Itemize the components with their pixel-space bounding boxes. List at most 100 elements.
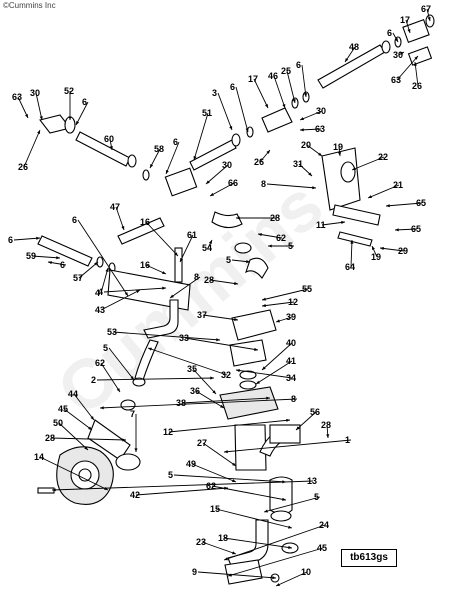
leader-arrowhead: [300, 117, 304, 121]
callout-label: 19: [371, 252, 381, 262]
callout-label: 16: [140, 260, 150, 270]
leader-line: [275, 571, 308, 587]
callout-label: 62: [206, 481, 216, 491]
leader-arrowhead: [232, 551, 236, 555]
leader-line: [100, 267, 109, 294]
leader-arrowhead: [220, 404, 224, 408]
leader-line: [112, 331, 221, 341]
leader-arrowhead: [296, 426, 300, 430]
leader-arrowhead: [193, 156, 197, 160]
callout-label: 40: [286, 338, 296, 348]
leader-arrowhead: [210, 376, 214, 380]
lower-elbow-assembly: [224, 476, 299, 585]
leader-arrowhead: [341, 220, 345, 225]
callout-label: 26: [18, 162, 28, 172]
leader-arrowhead: [48, 261, 52, 265]
callout-label: 28: [321, 420, 331, 430]
leader-line: [223, 537, 293, 549]
callout-label: 5: [314, 492, 319, 502]
leader-arrowhead: [206, 180, 210, 184]
leader-arrowhead: [372, 246, 375, 250]
leader-arrowhead: [400, 52, 404, 56]
leader-arrowhead: [25, 114, 28, 118]
callout-label: 5: [226, 255, 231, 265]
leader-arrowhead: [245, 128, 249, 132]
callout-label: 11: [316, 220, 326, 230]
leader-line: [263, 496, 321, 513]
leader-arrowhead: [90, 416, 94, 420]
leader-arrowhead: [100, 406, 104, 410]
leader-arrowhead: [386, 204, 390, 208]
leader-arrowhead: [303, 93, 308, 97]
leader-arrowhead: [254, 347, 258, 351]
callout-label: 54: [202, 243, 212, 253]
leader-line: [235, 86, 249, 133]
leader-line: [23, 129, 41, 168]
leader-line: [17, 96, 29, 119]
callout-label: 58: [154, 144, 164, 154]
leader-arrowhead: [288, 525, 292, 529]
callout-label: 28: [204, 275, 214, 285]
callout-label: 6: [8, 235, 13, 245]
leader-arrowhead: [292, 99, 296, 103]
leader-line: [351, 156, 385, 171]
leader-arrowhead: [258, 233, 262, 237]
callout-label: 9: [192, 567, 197, 577]
callout-label: 19: [333, 142, 343, 152]
leader-line: [257, 233, 283, 239]
leader-arrowhead: [282, 497, 286, 501]
leader-arrowhead: [162, 286, 166, 290]
leader-arrowhead: [326, 434, 330, 438]
leader-arrowhead: [52, 488, 56, 492]
callout-label: 20: [301, 140, 311, 150]
leader-line: [50, 437, 127, 441]
callout-label: 6: [230, 82, 235, 92]
leader-line: [209, 279, 239, 285]
leader-line: [147, 347, 228, 376]
leader-line: [286, 70, 296, 104]
leader-arrowhead: [121, 226, 125, 230]
leader-arrowhead: [236, 216, 240, 220]
leader-arrowhead: [210, 192, 214, 196]
leader-line: [193, 112, 209, 161]
leader-line: [261, 301, 295, 307]
leader-arrowhead: [394, 38, 398, 42]
callout-label: 26: [412, 81, 422, 91]
callout-label: 63: [391, 75, 401, 85]
leader-arrowhead: [94, 262, 98, 266]
leader-arrowhead: [116, 388, 120, 392]
leader-arrowhead: [268, 244, 272, 248]
callout-label: 6: [387, 28, 392, 38]
left-hose-pair: [37, 217, 165, 274]
leader-line: [201, 541, 237, 555]
callout-label: 60: [104, 134, 114, 144]
leader-arrowhead: [380, 246, 384, 251]
top-left-flange-tube: [39, 114, 150, 181]
leader-lines: [13, 8, 431, 587]
right-bracket-assembly: [321, 147, 381, 247]
callout-label: 16: [140, 217, 150, 227]
callout-label: 62: [95, 358, 105, 368]
leader-arrowhead: [368, 195, 372, 199]
callout-label: 36: [190, 386, 200, 396]
leader-line: [205, 164, 229, 185]
callout-label: 7: [130, 409, 135, 419]
leader-arrowhead: [165, 170, 169, 174]
leader-line: [211, 485, 287, 501]
callout-label: 63: [12, 92, 22, 102]
leader-line: [100, 362, 121, 393]
callout-label: 8: [194, 272, 199, 282]
callout-label: 31: [293, 159, 303, 169]
leader-arrowhead: [236, 368, 240, 373]
leader-arrowhead: [312, 186, 316, 190]
callout-label: 2: [91, 375, 96, 385]
callout-label: 35: [187, 364, 197, 374]
leader-arrowhead: [229, 126, 233, 130]
leader-line: [191, 463, 237, 483]
leader-arrowhead: [170, 294, 174, 298]
callout-label: 3: [212, 88, 217, 98]
leader-line: [223, 439, 352, 453]
leader-arrowhead: [276, 319, 280, 323]
leader-arrowhead: [150, 164, 154, 168]
